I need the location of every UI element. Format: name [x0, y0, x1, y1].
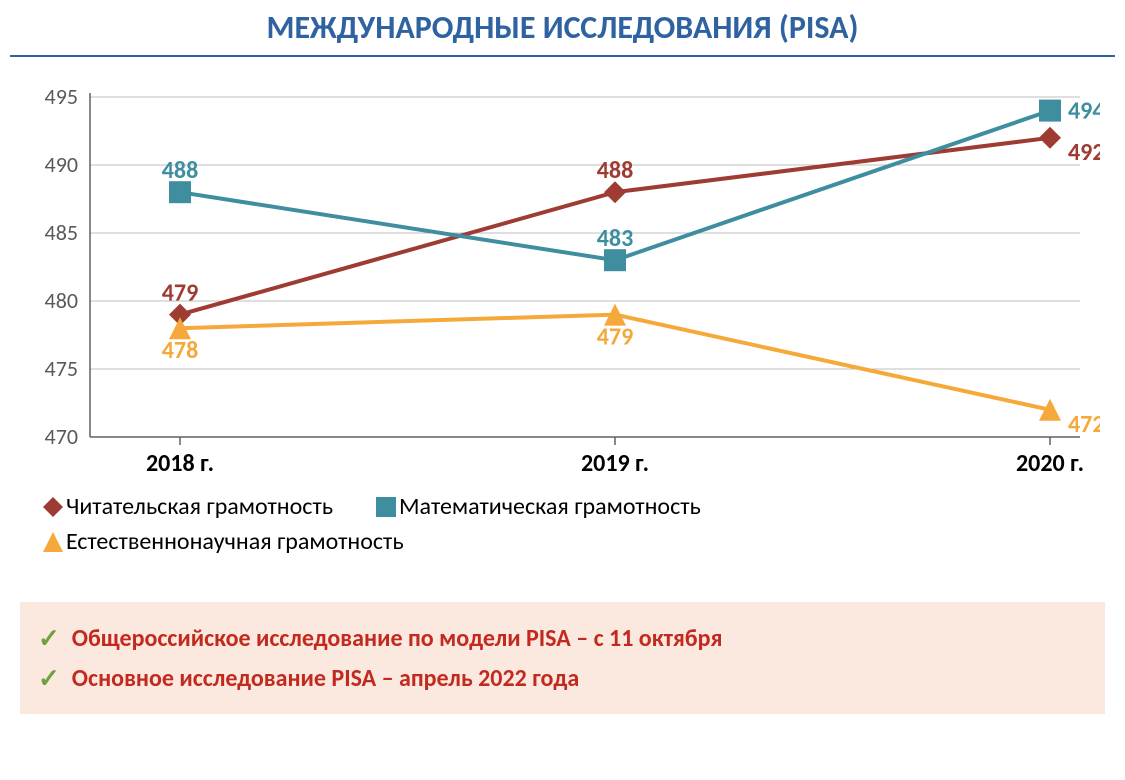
y-tick-label: 475 — [45, 355, 78, 382]
data-label: 494 — [1068, 97, 1100, 126]
x-tick-label: 2018 г. — [146, 449, 214, 478]
page: МЕЖДУНАРОДНЫЕ ИССЛЕДОВАНИЯ (PISA) 470 475… — [0, 0, 1125, 780]
y-tick-label: 485 — [45, 219, 78, 246]
legend-row: Естественнонаучная грамотность — [40, 527, 1105, 562]
title-underline — [10, 55, 1115, 57]
y-tick-label: 490 — [45, 151, 78, 178]
data-label: 492 — [1068, 138, 1100, 167]
page-title: МЕЖДУНАРОДНЫЕ ИССЛЕДОВАНИЯ (PISA) — [0, 0, 1125, 55]
chart-legend: Читательская грамотностьМатематическая г… — [40, 492, 1105, 562]
legend-item: Естественнонаучная грамотность — [40, 527, 404, 556]
x-tick-label: 2020 г. — [1016, 449, 1084, 478]
legend-label: Естественнонаучная грамотность — [66, 527, 404, 556]
y-tick-label: 470 — [45, 423, 78, 450]
check-icon: ✓ — [38, 662, 60, 694]
legend-row: Читательская грамотностьМатематическая г… — [40, 492, 1105, 527]
pisa-chart: 470 475 480 485 490 495 2018 г. 2019 г. 2020 г. 4… — [20, 77, 1105, 497]
check-icon: ✓ — [38, 622, 60, 654]
legend-marker-icon — [373, 494, 399, 520]
notes-box: ✓ Общероссийское исследование по модели P… — [20, 602, 1105, 714]
note-text: Общероссийское исследование по модели PI… — [72, 624, 723, 653]
note-text: Основное исследование PISA – апрель 2022… — [72, 664, 579, 693]
data-label: 478 — [162, 336, 199, 365]
data-label: 488 — [597, 156, 634, 185]
note-line: ✓ Общероссийское исследование по модели P… — [38, 622, 1087, 654]
legend-marker-icon — [40, 494, 66, 520]
y-tick-label: 480 — [45, 287, 78, 314]
chart-svg: 470 475 480 485 490 495 2018 г. 2019 г. 2020 г. 4… — [20, 77, 1100, 497]
note-line: ✓ Основное исследование PISA – апрель 202… — [38, 662, 1087, 694]
data-label: 479 — [597, 323, 634, 352]
data-label: 479 — [162, 279, 199, 308]
legend-marker-icon — [40, 529, 66, 555]
y-tick-label: 495 — [45, 83, 78, 110]
data-label: 472 — [1068, 410, 1100, 439]
x-tick-label: 2019 г. — [581, 449, 649, 478]
data-label: 488 — [162, 156, 199, 185]
data-label: 483 — [597, 224, 634, 253]
title-text: МЕЖДУНАРОДНЫЕ ИССЛЕДОВАНИЯ (PISA) — [266, 8, 858, 47]
